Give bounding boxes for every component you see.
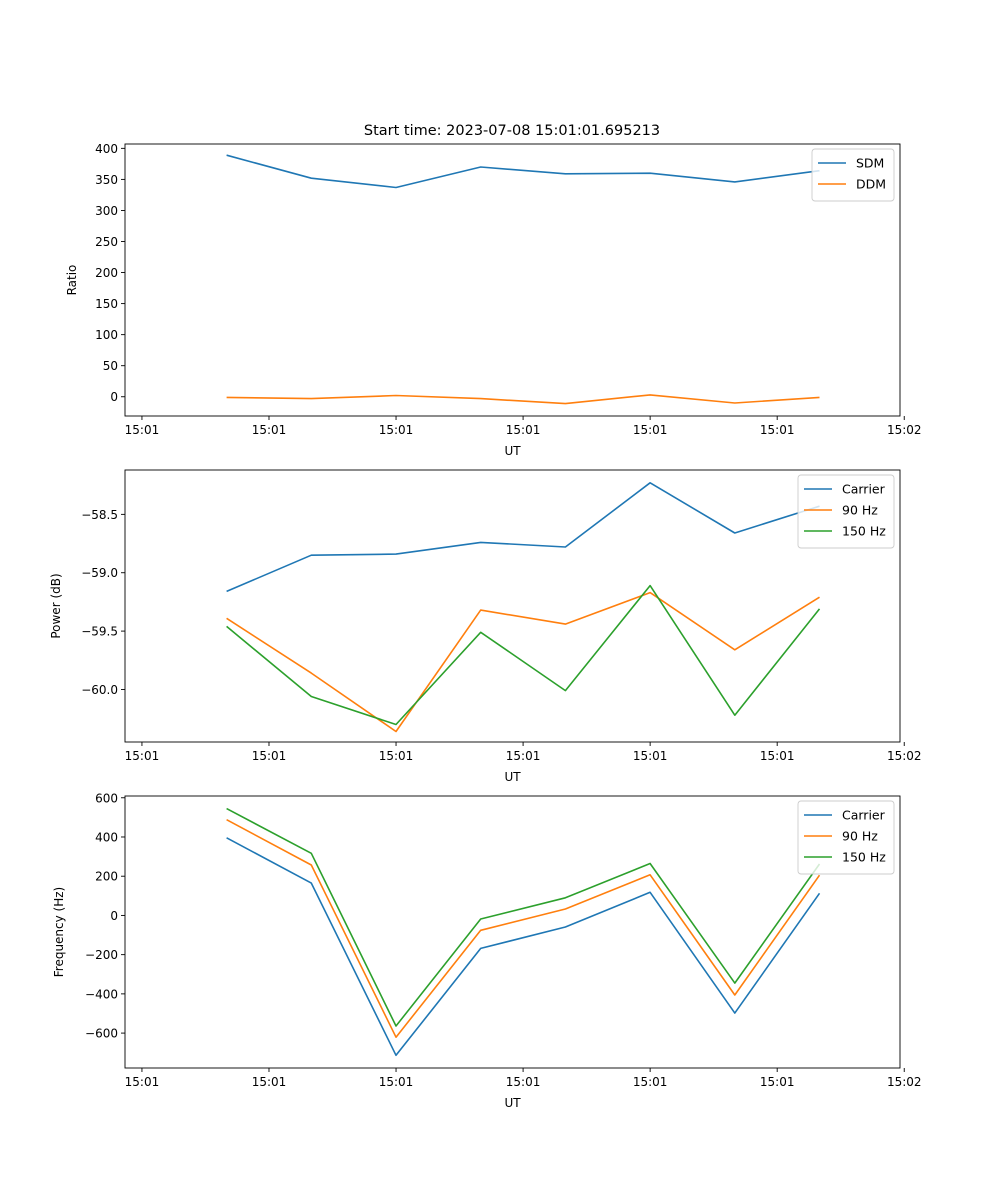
legend-box <box>797 474 895 549</box>
x-tick-label: 15:01 <box>125 1075 160 1089</box>
chart-panel-3: 15:01 15:01 15:01 15:01 15:01 15:01 15:02 UT −60… <box>52 791 922 1110</box>
x-tick-label: 15:02 <box>887 423 922 437</box>
y-tick-label: 0 <box>110 909 118 923</box>
series-line-ddm <box>226 394 820 405</box>
y-axis-label: Ratio <box>65 265 79 296</box>
x-tick-label: 15:01 <box>633 1075 668 1089</box>
x-axis-label: UT <box>504 770 521 784</box>
y-tick-label: −58.5 <box>81 508 118 522</box>
axes-frame <box>124 143 901 417</box>
series-line-150-hz <box>226 584 821 726</box>
y-tick-label: 350 <box>95 173 118 187</box>
y-tick-label: 50 <box>103 359 118 373</box>
legend: Carrier 90 Hz 150 Hz <box>797 474 895 549</box>
y-tick-label: −60.0 <box>81 683 118 697</box>
legend: Carrier 90 Hz 150 Hz <box>797 800 895 875</box>
x-tick-label: 15:01 <box>252 749 287 763</box>
series-line-90-hz <box>226 818 821 1038</box>
x-tick-label: 15:01 <box>506 1075 541 1089</box>
y-tick-label: 400 <box>95 142 118 156</box>
y-tick-label: 250 <box>95 235 118 249</box>
y-tick-label: 200 <box>95 870 118 884</box>
x-tick-label: 15:01 <box>633 423 668 437</box>
y-axis-label: Frequency (Hz) <box>52 887 66 978</box>
y-tick-label: −59.0 <box>81 566 118 580</box>
y-tick-label: 200 <box>95 266 118 280</box>
y-tick-label: 300 <box>95 204 118 218</box>
x-tick-label: 15:01 <box>633 749 668 763</box>
series-line-150-hz <box>226 807 821 1027</box>
figure-title: Start time: 2023-07-08 15:01:01.695213 <box>364 123 660 139</box>
legend-label: SDM <box>856 156 884 171</box>
x-tick-label: 15:02 <box>887 749 922 763</box>
legend-box <box>811 148 895 202</box>
series-line-90-hz <box>226 591 820 733</box>
x-tick-label: 15:01 <box>379 1075 414 1089</box>
y-tick-label: 600 <box>95 791 118 805</box>
x-tick-label: 15:01 <box>379 749 414 763</box>
y-tick-label: −59.5 <box>81 625 118 639</box>
x-axis-label: UT <box>504 1096 521 1110</box>
y-tick-label: 100 <box>95 328 118 342</box>
x-tick-label: 15:01 <box>125 749 160 763</box>
legend-label: Carrier <box>842 482 886 497</box>
x-tick-label: 15:01 <box>252 423 287 437</box>
series-line-carrier <box>226 481 820 593</box>
x-tick-label: 15:01 <box>125 423 160 437</box>
legend-box <box>797 800 895 875</box>
legend-label: 90 Hz <box>842 503 878 518</box>
x-tick-label: 15:01 <box>379 423 414 437</box>
x-tick-label: 15:01 <box>506 749 541 763</box>
legend-label: 150 Hz <box>842 850 886 865</box>
y-tick-label: 400 <box>95 830 118 844</box>
x-tick-label: 15:02 <box>887 1075 922 1089</box>
chart-panel-1: 15:01 15:01 15:01 15:01 15:01 15:01 15:02 UT 0 50… <box>65 142 922 458</box>
legend-label: Carrier <box>842 808 886 823</box>
y-tick-label: 150 <box>95 297 118 311</box>
x-axis-label: UT <box>504 444 521 458</box>
series-line-sdm <box>226 154 820 189</box>
y-tick-label: 0 <box>110 390 118 404</box>
chart-panel-2: 15:01 15:01 15:01 15:01 15:01 15:01 15:02 UT −60… <box>49 469 922 784</box>
x-tick-label: 15:01 <box>252 1075 287 1089</box>
y-tick-label: −400 <box>85 987 118 1001</box>
legend-label: DDM <box>856 177 886 192</box>
axes-frame <box>124 469 901 743</box>
x-tick-label: 15:01 <box>506 423 541 437</box>
legend-label: 90 Hz <box>842 829 878 844</box>
x-tick-label: 15:01 <box>760 749 795 763</box>
y-tick-label: −200 <box>85 948 118 962</box>
x-tick-label: 15:01 <box>760 1075 795 1089</box>
y-tick-label: −600 <box>85 1027 118 1041</box>
series-line-carrier <box>226 837 821 1057</box>
x-tick-label: 15:01 <box>760 423 795 437</box>
axes-frame <box>124 795 901 1069</box>
legend: SDM DDM <box>811 148 895 202</box>
y-axis-label: Power (dB) <box>49 573 63 638</box>
legend-label: 150 Hz <box>842 524 886 539</box>
